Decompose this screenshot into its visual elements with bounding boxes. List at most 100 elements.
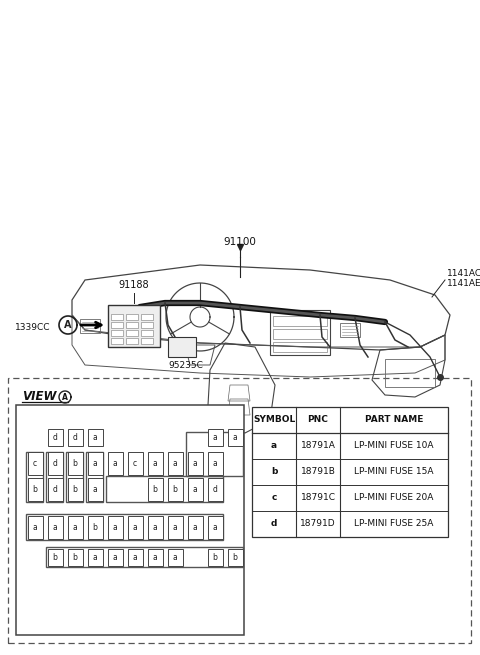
Text: a: a: [132, 523, 137, 531]
Text: a: a: [153, 458, 157, 468]
Bar: [188, 477, 203, 500]
Bar: [26, 514, 223, 540]
Text: a: a: [173, 523, 178, 531]
Bar: [385, 359, 435, 387]
Bar: [87, 451, 103, 474]
Text: d: d: [53, 432, 58, 441]
Bar: [48, 477, 62, 500]
Bar: [68, 477, 83, 500]
Bar: [273, 329, 327, 339]
Text: LP-MINI FUSE 10A: LP-MINI FUSE 10A: [354, 441, 434, 451]
Bar: [46, 547, 243, 567]
Text: a: a: [213, 432, 217, 441]
Text: d: d: [72, 432, 77, 441]
Bar: [141, 330, 153, 336]
Text: b: b: [72, 553, 77, 561]
Text: a: a: [271, 441, 277, 451]
Text: VIEW: VIEW: [22, 390, 57, 403]
Text: 1141AC: 1141AC: [447, 269, 480, 278]
Text: a: a: [72, 523, 77, 531]
Bar: [46, 452, 63, 502]
Text: c: c: [271, 493, 276, 502]
Text: 95235C: 95235C: [168, 361, 203, 370]
Bar: [66, 452, 83, 502]
Bar: [207, 515, 223, 538]
Text: a: a: [192, 523, 197, 531]
Bar: [270, 310, 330, 355]
Bar: [273, 342, 327, 352]
Text: a: a: [113, 553, 118, 561]
Text: a: a: [53, 523, 58, 531]
Bar: [188, 515, 203, 538]
Bar: [26, 452, 43, 502]
Text: a: a: [213, 523, 217, 531]
Bar: [27, 515, 43, 538]
Bar: [111, 314, 123, 320]
Bar: [108, 515, 122, 538]
Bar: [68, 515, 83, 538]
Bar: [27, 477, 43, 500]
Bar: [68, 428, 83, 445]
Text: a: a: [153, 523, 157, 531]
Text: b: b: [72, 485, 77, 493]
Text: a: a: [93, 553, 97, 561]
Bar: [108, 451, 122, 474]
Text: a: a: [113, 523, 118, 531]
Bar: [273, 316, 327, 326]
Bar: [87, 548, 103, 565]
Bar: [168, 548, 182, 565]
Bar: [16, 405, 244, 635]
Bar: [207, 477, 223, 500]
Bar: [68, 451, 83, 474]
Bar: [168, 337, 196, 357]
Text: a: a: [192, 485, 197, 493]
Bar: [87, 428, 103, 445]
Text: a: a: [93, 458, 97, 468]
Bar: [111, 322, 123, 328]
Text: b: b: [153, 485, 157, 493]
Bar: [126, 330, 138, 336]
Bar: [168, 477, 182, 500]
Text: a: a: [233, 432, 238, 441]
Text: d: d: [213, 485, 217, 493]
Text: b: b: [173, 485, 178, 493]
Text: 18791A: 18791A: [300, 441, 336, 451]
Text: a: a: [33, 523, 37, 531]
Text: c: c: [133, 458, 137, 468]
Bar: [48, 515, 62, 538]
Bar: [111, 330, 123, 336]
Text: 1339CC: 1339CC: [15, 322, 50, 331]
Text: 18791C: 18791C: [300, 493, 336, 502]
Bar: [108, 548, 122, 565]
Bar: [141, 322, 153, 328]
Bar: [340, 323, 360, 337]
Text: A: A: [64, 320, 72, 330]
Text: LP-MINI FUSE 20A: LP-MINI FUSE 20A: [354, 493, 434, 502]
Text: 91100: 91100: [224, 237, 256, 247]
Text: PNC: PNC: [308, 415, 328, 424]
Bar: [86, 452, 103, 502]
Bar: [108, 305, 160, 347]
Text: PART NAME: PART NAME: [365, 415, 423, 424]
Text: LP-MINI FUSE 25A: LP-MINI FUSE 25A: [354, 519, 434, 529]
Bar: [126, 338, 138, 344]
Text: 1141AE: 1141AE: [447, 280, 480, 288]
Text: a: a: [113, 458, 118, 468]
Text: d: d: [271, 519, 277, 529]
Bar: [111, 338, 123, 344]
Text: c: c: [33, 458, 37, 468]
Text: SYMBOL: SYMBOL: [253, 415, 295, 424]
Bar: [8, 378, 471, 643]
Bar: [228, 428, 242, 445]
Bar: [186, 432, 243, 476]
Bar: [48, 548, 62, 565]
Text: b: b: [213, 553, 217, 561]
Text: a: a: [93, 485, 97, 493]
Text: LP-MINI FUSE 15A: LP-MINI FUSE 15A: [354, 468, 434, 476]
Bar: [48, 428, 62, 445]
Bar: [80, 319, 100, 333]
Bar: [27, 451, 43, 474]
Bar: [207, 451, 223, 474]
Bar: [87, 477, 103, 500]
Bar: [128, 548, 143, 565]
